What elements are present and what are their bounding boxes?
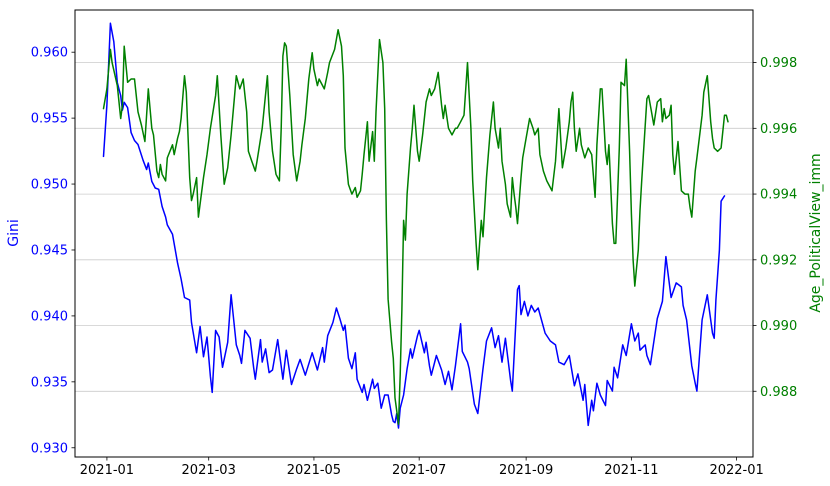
right-tick-label: 0.990	[760, 319, 797, 334]
series-line-age-politicalview-imm	[102, 28, 729, 425]
x-tick-label: 2022-01	[709, 463, 763, 478]
left-tick-label: 0.935	[31, 375, 68, 390]
right-tick-label: 0.994	[760, 188, 797, 203]
series-line-gini	[102, 22, 726, 429]
left-axis-title: Gini	[6, 219, 22, 247]
left-tick-label: 0.945	[31, 243, 68, 258]
left-tick-label: 0.930	[31, 441, 68, 456]
right-axis-title: Age_PoliticalView_imm	[808, 153, 824, 313]
left-tick-label: 0.940	[31, 309, 68, 324]
x-tick-label: 2021-11	[604, 463, 658, 478]
right-tick-label: 0.996	[760, 122, 797, 137]
x-tick-label: 2021-09	[499, 463, 553, 478]
right-tick-label: 0.998	[760, 56, 797, 71]
left-tick-label: 0.955	[31, 112, 68, 127]
left-tick-label: 0.960	[31, 46, 68, 61]
x-tick-label: 2021-01	[80, 463, 134, 478]
x-tick-label: 2021-07	[392, 463, 446, 478]
x-tick-label: 2021-03	[182, 463, 236, 478]
right-tick-label: 0.992	[760, 253, 797, 268]
right-tick-label: 0.988	[760, 385, 797, 400]
x-tick-label: 2021-05	[287, 463, 341, 478]
left-tick-label: 0.950	[31, 178, 68, 193]
axes-frame	[74, 9, 754, 458]
